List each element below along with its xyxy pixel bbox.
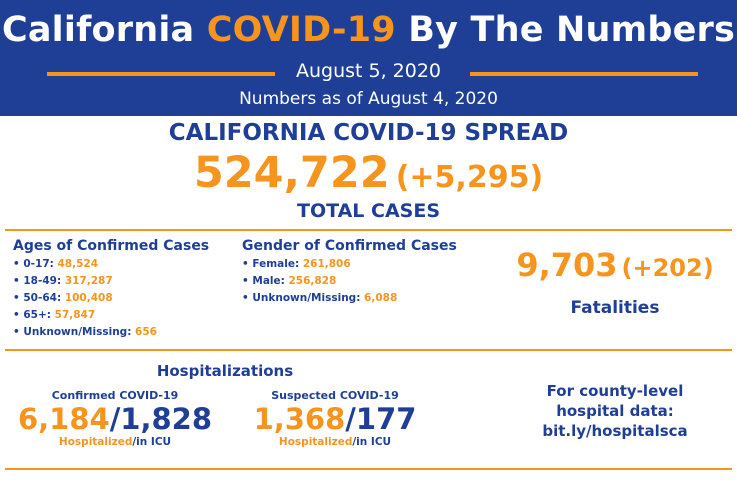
data-as-of: Numbers as of August 4, 2020 bbox=[239, 89, 498, 109]
suspected-figures: 1,368/177 bbox=[253, 402, 417, 436]
total-cases-figure: 524,722 (+5,295) bbox=[0, 148, 737, 198]
fatalities-label: Fatalities bbox=[570, 298, 660, 318]
fatalities-delta: (+202) bbox=[621, 254, 714, 282]
ages-list: • 0-17: 48,524 • 18-49: 317,287 • 50-64:… bbox=[13, 256, 157, 341]
divider bbox=[5, 349, 732, 351]
list-item: • 18-49: 317,287 bbox=[13, 275, 113, 287]
gender-list: • Female: 261,806 • Male: 256,828 • Unkn… bbox=[242, 256, 397, 307]
fatalities-figure: 9,703 (+202) bbox=[505, 246, 725, 284]
confirmed-footnote: Hospitalized/in ICU bbox=[58, 436, 172, 448]
gender-title: Gender of Confirmed Cases bbox=[242, 238, 457, 254]
ages-title: Ages of Confirmed Cases bbox=[13, 238, 210, 254]
hospital-data-link[interactable]: bit.ly/hospitalsca bbox=[542, 422, 688, 440]
divider bbox=[5, 229, 732, 231]
county-data-note: For county-level hospital data: bit.ly/h… bbox=[505, 381, 725, 441]
confirmed-hospitalizations: Confirmed COVID-19 6,184/1,828 Hospitali… bbox=[5, 389, 225, 448]
fatalities-value: 9,703 bbox=[516, 246, 618, 284]
hospitalizations-title: Hospitalizations bbox=[156, 362, 294, 380]
spread-title: CALIFORNIA COVID-19 SPREAD bbox=[168, 120, 569, 146]
header-rule-left bbox=[47, 72, 275, 76]
suspected-label: Suspected COVID-19 bbox=[271, 389, 399, 402]
list-item: • 65+: 57,847 bbox=[13, 309, 96, 321]
header-rule-right bbox=[470, 72, 698, 76]
list-item: • Male: 256,828 bbox=[242, 275, 337, 287]
suspected-footnote: Hospitalized/in ICU bbox=[278, 436, 392, 448]
list-item: • Unknown/Missing: 656 bbox=[13, 326, 157, 338]
suspected-hospitalizations: Suspected COVID-19 1,368/177 Hospitalize… bbox=[225, 389, 445, 448]
report-date: August 5, 2020 bbox=[295, 60, 442, 82]
list-item: • Female: 261,806 bbox=[242, 258, 351, 270]
list-item: • Unknown/Missing: 6,088 bbox=[242, 292, 398, 304]
header-banner: California COVID-19 By The Numbers Augus… bbox=[0, 0, 737, 116]
total-cases-label: TOTAL CASES bbox=[296, 200, 441, 222]
page-title: California COVID-19 By The Numbers bbox=[1, 10, 736, 50]
list-item: • 50-64: 100,408 bbox=[13, 292, 113, 304]
confirmed-figures: 6,184/1,828 bbox=[17, 402, 213, 436]
total-cases-value: 524,722 bbox=[193, 148, 390, 198]
confirmed-label: Confirmed COVID-19 bbox=[51, 389, 179, 402]
total-cases-delta: (+5,295) bbox=[395, 160, 544, 195]
divider bbox=[5, 468, 732, 470]
list-item: • 0-17: 48,524 bbox=[13, 258, 99, 270]
